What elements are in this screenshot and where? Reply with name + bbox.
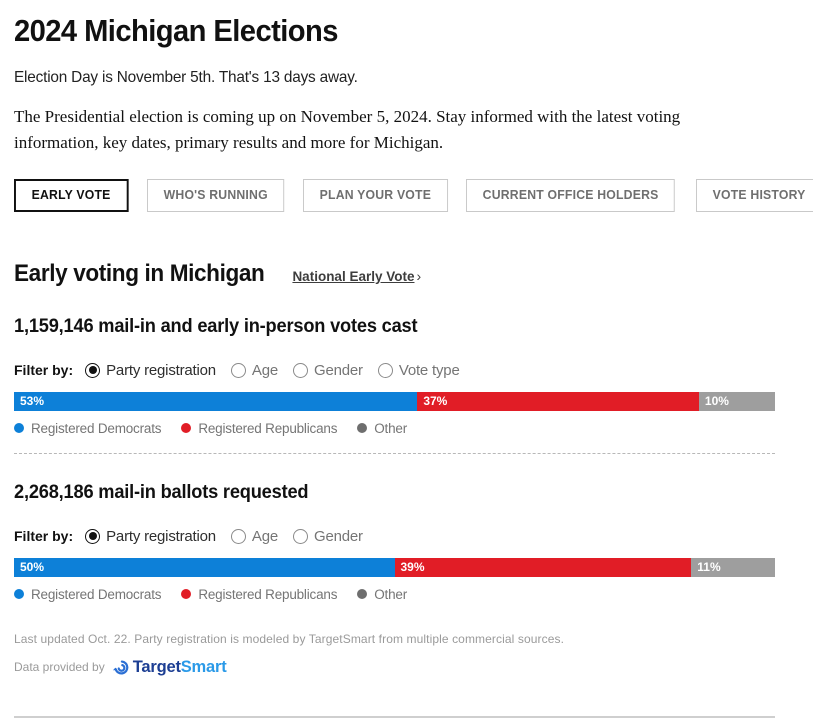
bar-segment-democrats: 53% bbox=[14, 391, 418, 411]
gray-dot-icon bbox=[357, 589, 368, 600]
bottom-divider bbox=[14, 715, 775, 718]
radio-age[interactable]: Age bbox=[230, 362, 278, 379]
radio-unselected-icon bbox=[377, 362, 393, 378]
filter-by-label: Filter by: bbox=[14, 528, 74, 545]
legend-item-republicans: Registered Republicans bbox=[181, 587, 337, 602]
data-provider-row: Data provided by TargetSmart bbox=[14, 658, 775, 677]
section-header: Early voting in Michigan National Early … bbox=[14, 260, 775, 288]
tab-plan-your-vote[interactable]: PLAN YOUR VOTE bbox=[302, 178, 448, 212]
election-countdown-text: Election Day is November 5th. That's 13 … bbox=[14, 69, 358, 86]
radio-gender[interactable]: Gender bbox=[293, 528, 363, 545]
tab-whos-running[interactable]: WHO'S RUNNING bbox=[146, 178, 284, 212]
filter-row-votes-cast: Filter by: Party registration Age Gender… bbox=[14, 362, 775, 379]
section-title: Early voting in Michigan bbox=[14, 259, 265, 287]
radio-selected-icon bbox=[85, 362, 101, 378]
radio-age[interactable]: Age bbox=[230, 528, 278, 545]
targetsmart-swirl-icon bbox=[112, 658, 131, 677]
bar-segment-republicans: 37% bbox=[417, 391, 699, 411]
radio-gender[interactable]: Gender bbox=[293, 362, 363, 379]
legend-item-other: Other bbox=[357, 421, 407, 436]
radio-unselected-icon bbox=[230, 362, 246, 378]
tab-bar: EARLY VOTE WHO'S RUNNING PLAN YOUR VOTE … bbox=[14, 178, 813, 212]
legend-item-democrats: Registered Democrats bbox=[14, 421, 162, 436]
legend-votes-cast: Registered Democrats Registered Republic… bbox=[14, 421, 775, 436]
data-provided-by-label: Data provided by bbox=[14, 660, 105, 675]
legend-item-democrats: Registered Democrats bbox=[14, 587, 162, 602]
red-dot-icon bbox=[181, 423, 192, 434]
blue-dot-icon bbox=[14, 423, 24, 434]
tab-current-office-holders[interactable]: CURRENT OFFICE HOLDERS bbox=[466, 178, 676, 212]
targetsmart-logo[interactable]: TargetSmart bbox=[112, 658, 227, 677]
dashed-divider bbox=[14, 452, 775, 454]
intro-paragraph: The Presidential election is coming up o… bbox=[14, 107, 681, 153]
filter-row-ballots-requested: Filter by: Party registration Age Gender bbox=[14, 528, 775, 545]
national-early-vote-link[interactable]: National Early Vote › bbox=[292, 267, 422, 284]
votes-cast-stacked-bar: 53% 37% 10% bbox=[14, 391, 775, 411]
filter-by-label: Filter by: bbox=[14, 362, 74, 379]
blue-dot-icon bbox=[14, 589, 24, 600]
radio-unselected-icon bbox=[230, 528, 246, 544]
radio-party-registration[interactable]: Party registration bbox=[85, 362, 216, 379]
legend-item-republicans: Registered Republicans bbox=[181, 421, 337, 436]
radio-unselected-icon bbox=[293, 362, 308, 378]
radio-selected-icon bbox=[85, 528, 101, 544]
radio-unselected-icon bbox=[293, 528, 308, 544]
last-updated-note: Last updated Oct. 22. Party registration… bbox=[14, 631, 565, 646]
page-content: 2024 Michigan Elections Election Day is … bbox=[14, 13, 813, 718]
legend-item-other: Other bbox=[357, 587, 407, 602]
tab-vote-history[interactable]: VOTE HISTORY bbox=[695, 178, 813, 212]
ballots-requested-stat-title: 2,268,186 mail-in ballots requested bbox=[14, 481, 309, 503]
gray-dot-icon bbox=[357, 423, 368, 434]
bar-segment-republicans: 39% bbox=[394, 557, 692, 577]
tab-early-vote[interactable]: EARLY VOTE bbox=[14, 178, 129, 212]
radio-vote-type[interactable]: Vote type bbox=[377, 362, 460, 379]
chevron-right-icon: › bbox=[416, 267, 422, 284]
bar-segment-democrats: 50% bbox=[14, 557, 395, 577]
votes-cast-stat-title: 1,159,146 mail-in and early in-person vo… bbox=[14, 315, 418, 337]
ballots-requested-stacked-bar: 50% 39% 11% bbox=[14, 557, 775, 577]
radio-party-registration[interactable]: Party registration bbox=[85, 528, 216, 545]
targetsmart-wordmark: TargetSmart bbox=[132, 657, 227, 676]
page-title: 2024 Michigan Elections bbox=[14, 13, 338, 48]
bar-segment-other: 11% bbox=[691, 557, 775, 577]
bar-segment-other: 10% bbox=[698, 391, 775, 411]
red-dot-icon bbox=[181, 589, 192, 600]
legend-ballots-requested: Registered Democrats Registered Republic… bbox=[14, 587, 775, 602]
